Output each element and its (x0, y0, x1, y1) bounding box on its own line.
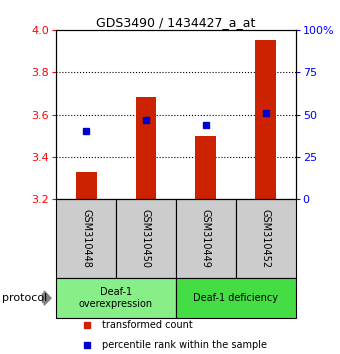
Bar (75, 172, 97, 199)
Bar (116, 199, 176, 278)
Text: Deaf-1
overexpression: Deaf-1 overexpression (79, 287, 153, 309)
Text: Deaf-1 deficiency: Deaf-1 deficiency (193, 293, 278, 303)
Text: GSM310449: GSM310449 (201, 209, 211, 268)
Bar (255, 40, 276, 199)
Text: percentile rank within the sample: percentile rank within the sample (102, 340, 267, 350)
Bar (56, 278, 176, 318)
Text: GSM310452: GSM310452 (261, 209, 271, 268)
Bar (176, 278, 296, 318)
Text: transformed count: transformed count (102, 320, 192, 330)
Title: GDS3490 / 1434427_a_at: GDS3490 / 1434427_a_at (96, 16, 256, 29)
Text: GSM310448: GSM310448 (81, 209, 91, 268)
Bar (176, 199, 236, 278)
Bar (56, 199, 116, 278)
Text: GSM310450: GSM310450 (141, 209, 151, 268)
Bar (136, 97, 156, 199)
Bar (236, 199, 296, 278)
Bar (195, 136, 216, 199)
Text: protocol: protocol (2, 293, 47, 303)
